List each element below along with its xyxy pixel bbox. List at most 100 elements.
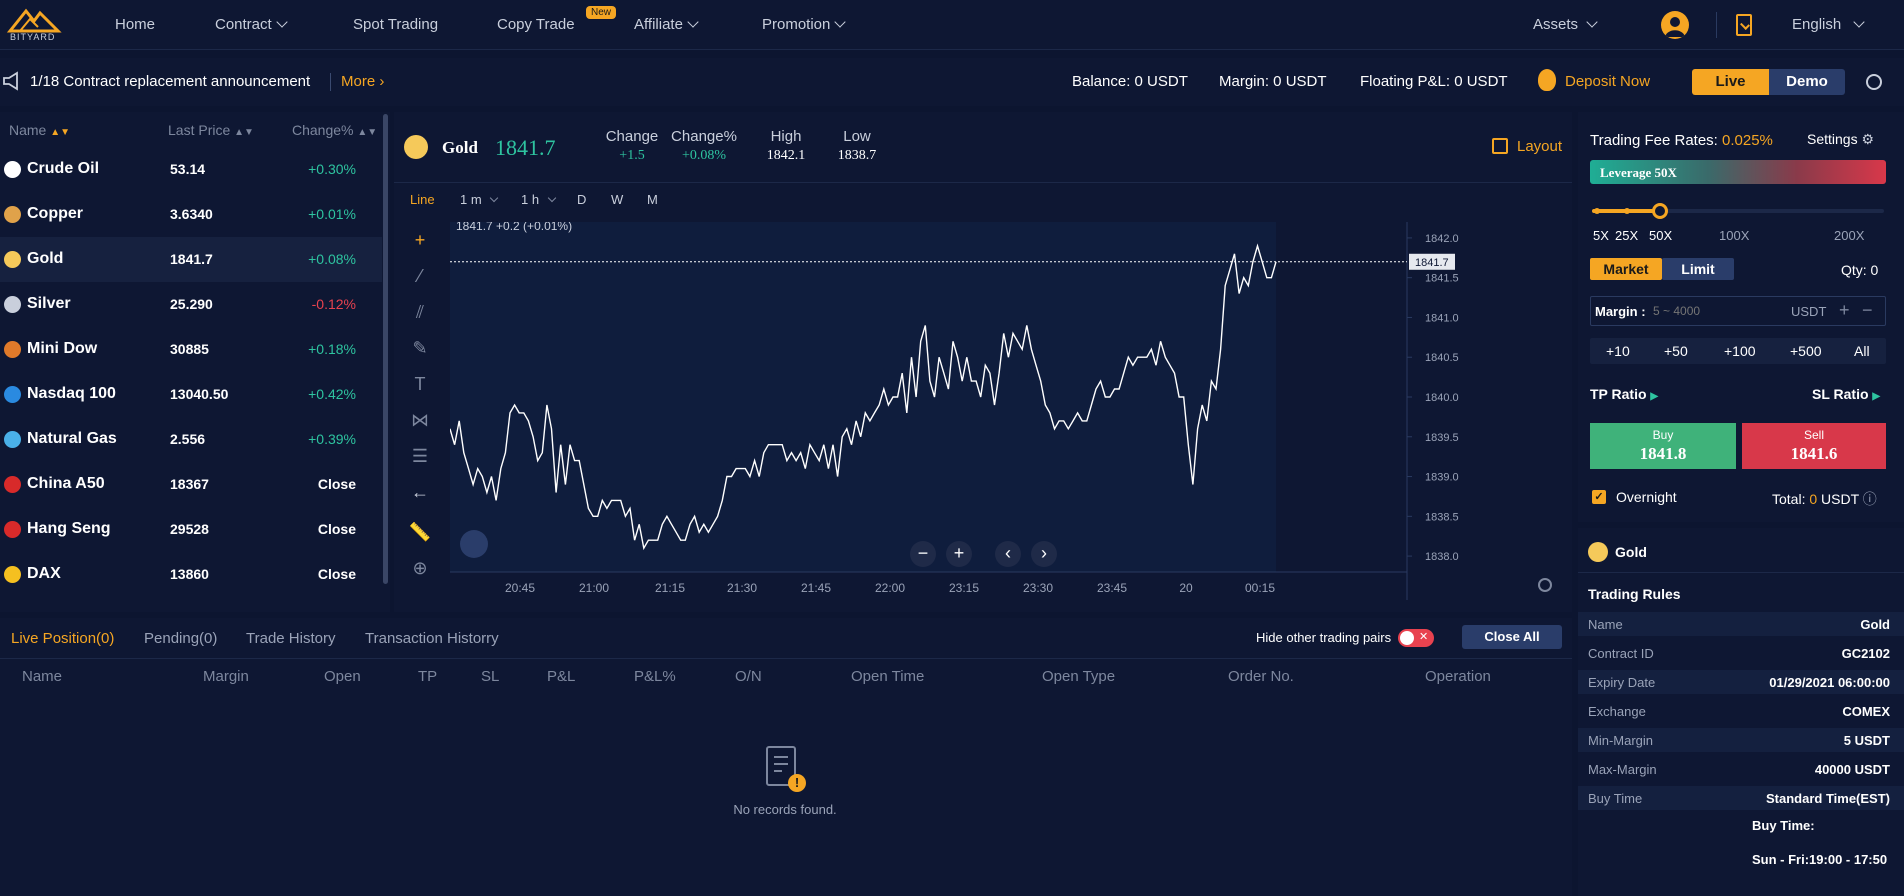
leverage-slider-handle[interactable]: [1652, 203, 1668, 219]
user-avatar-icon[interactable]: [1661, 11, 1689, 39]
market-row[interactable]: Natural Gas 2.556 +0.39%: [0, 417, 382, 462]
market-row[interactable]: Gold 1841.7 +0.08%: [0, 237, 382, 282]
timeframe-1h[interactable]: 1 h: [521, 192, 556, 207]
instrument-name: DAX: [27, 565, 61, 582]
zoom-in-icon[interactable]: ⊕: [412, 558, 428, 578]
rule-value: Standard Time(EST): [1765, 791, 1890, 806]
timeframe-1m[interactable]: 1 m: [460, 192, 499, 207]
market-row[interactable]: Crude Oil 53.14 +0.30%: [0, 147, 382, 192]
leverage-slider[interactable]: [1592, 209, 1884, 213]
nav-contract[interactable]: Contract: [215, 16, 288, 33]
instrument-name: China A50: [27, 475, 105, 492]
rule-value: 40000 USDT: [1814, 762, 1890, 777]
instrument-icon: [4, 296, 21, 313]
increment-button[interactable]: +: [1839, 300, 1850, 320]
leverage-tick[interactable]: 200X: [1834, 228, 1865, 243]
quick-add-50[interactable]: +50: [1664, 343, 1688, 359]
nav-spot-trading[interactable]: Spot Trading: [353, 16, 439, 33]
leverage-tick[interactable]: 25X: [1615, 228, 1639, 243]
quick-add-10[interactable]: +10: [1606, 343, 1630, 359]
weather-icon[interactable]: [460, 530, 488, 558]
quick-add-100[interactable]: +100: [1724, 343, 1756, 359]
tp-ratio[interactable]: TP Ratio ▶: [1590, 386, 1658, 402]
margin-input[interactable]: [1653, 302, 1763, 320]
ruler-icon[interactable]: 📏: [408, 522, 432, 542]
quick-add-500[interactable]: +500: [1790, 343, 1822, 359]
market-row[interactable]: Copper 3.6340 +0.01%: [0, 192, 382, 237]
header-name[interactable]: Name ▲▼: [9, 122, 70, 138]
timeframe-m[interactable]: M: [647, 192, 658, 207]
floating-pnl-text: Floating P&L: 0 USDT: [1360, 73, 1508, 90]
text-tool-icon[interactable]: T: [414, 374, 426, 394]
tab-transaction-history[interactable]: Transaction Historry: [365, 630, 499, 647]
pattern-icon[interactable]: ⋈: [411, 410, 429, 430]
overnight-checkbox[interactable]: ✓: [1592, 490, 1606, 504]
scrollbar[interactable]: [383, 114, 388, 584]
change-pct: -0.12%: [311, 296, 356, 312]
fib-icon[interactable]: ☰: [411, 446, 429, 466]
high-value: 1842.1: [766, 148, 806, 163]
timeframe-line[interactable]: Line: [410, 192, 435, 207]
leverage-tick[interactable]: 100X: [1719, 228, 1750, 243]
change-pct: Close: [317, 521, 356, 537]
hide-pairs-toggle[interactable]: ✕: [1398, 629, 1434, 647]
decrement-button[interactable]: −: [1862, 300, 1873, 320]
limit-order-tab[interactable]: Limit: [1662, 258, 1734, 280]
parallel-lines-icon[interactable]: ⫽: [415, 302, 425, 322]
quick-all[interactable]: All: [1854, 343, 1870, 359]
announcement-text[interactable]: 1/18 Contract replacement announcement: [30, 73, 311, 90]
market-row[interactable]: Nasdaq 100 13040.50 +0.42%: [0, 372, 382, 417]
market-order-tab[interactable]: Market: [1590, 258, 1662, 280]
tab-trade-history[interactable]: Trade History: [246, 630, 336, 647]
trend-line-icon[interactable]: ⁄: [418, 266, 422, 286]
market-row[interactable]: Mini Dow 30885 +0.18%: [0, 327, 382, 372]
language-selector[interactable]: English: [1792, 16, 1865, 33]
buy-button[interactable]: Buy 1841.8: [1590, 423, 1736, 469]
margin-label: Margin :: [1595, 304, 1646, 319]
market-row[interactable]: Hang Seng 29528 Close: [0, 507, 382, 552]
header-change[interactable]: Change% ▲▼: [292, 122, 377, 138]
balance-text: Balance: 0 USDT: [1072, 73, 1188, 90]
deposit-now-button[interactable]: Deposit Now: [1565, 73, 1651, 90]
brush-icon[interactable]: ✎: [412, 338, 428, 358]
nav-assets[interactable]: Assets: [1533, 16, 1598, 33]
header-name-label: Name: [9, 122, 47, 138]
chart-settings-icon[interactable]: [1538, 578, 1552, 592]
nav-affiliate[interactable]: Affiliate: [634, 16, 699, 33]
header-last-price[interactable]: Last Price ▲▼: [168, 122, 254, 138]
zoom-in-button[interactable]: +: [946, 541, 972, 567]
crosshair-icon[interactable]: +: [414, 230, 426, 250]
more-link[interactable]: More ›: [341, 73, 384, 90]
timeframe-w[interactable]: W: [611, 192, 624, 207]
demo-button[interactable]: Demo: [1769, 69, 1845, 95]
market-row[interactable]: China A50 18367 Close: [0, 462, 382, 507]
timeframe-d[interactable]: D: [577, 192, 587, 207]
market-row[interactable]: DAX 13860 Close: [0, 552, 382, 597]
theme-toggle-icon[interactable]: [1866, 74, 1882, 90]
zoom-out-button[interactable]: −: [910, 541, 936, 567]
download-app-icon[interactable]: [1736, 14, 1752, 36]
leverage-tick[interactable]: 5X: [1593, 228, 1609, 243]
close-all-button[interactable]: Close All: [1462, 625, 1562, 649]
nav-home[interactable]: Home: [115, 16, 156, 33]
settings-button[interactable]: Settings ⚙: [1807, 131, 1874, 148]
bityard-logo[interactable]: BITYARD: [6, 5, 66, 45]
leverage-tick[interactable]: 50X: [1649, 228, 1673, 243]
back-arrow-icon[interactable]: ←: [411, 482, 429, 502]
price-chart[interactable]: 1842.0 1841.5 1841.0 1840.5 1840.0 1839.5 1839…: [450, 222, 1514, 600]
instrument-name: Hang Seng: [27, 520, 111, 537]
tab-live-position[interactable]: Live Position(0): [11, 630, 115, 647]
nav-copy-trade[interactable]: Copy Trade: [497, 16, 575, 33]
scroll-right-button[interactable]: ›: [1031, 541, 1057, 567]
buy-label: Buy: [1652, 428, 1674, 442]
scroll-left-button[interactable]: ‹: [995, 541, 1021, 567]
nav-promotion[interactable]: Promotion: [762, 16, 847, 33]
sell-button[interactable]: Sell 1841.6: [1742, 423, 1886, 469]
live-button[interactable]: Live: [1692, 69, 1769, 95]
sl-ratio[interactable]: SL Ratio ▶: [1812, 386, 1880, 402]
layout-button[interactable]: Layout: [1517, 138, 1563, 155]
rule-key: Name: [1588, 617, 1623, 632]
tab-pending[interactable]: Pending(0): [144, 630, 218, 647]
market-row[interactable]: Silver 25.290 -0.12%: [0, 282, 382, 327]
chevron-down-icon: [490, 193, 499, 203]
